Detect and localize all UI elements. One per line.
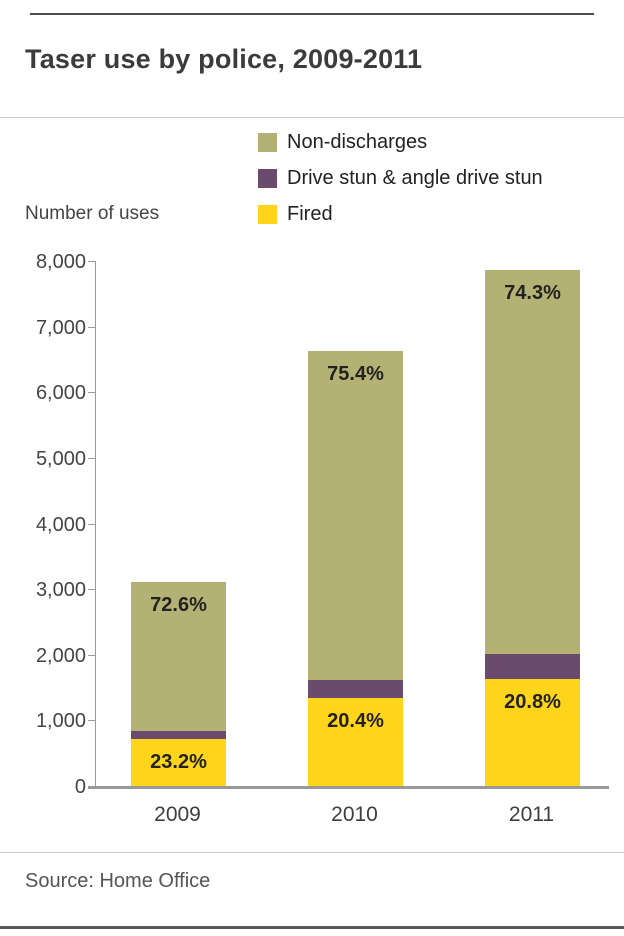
legend-item: Drive stun & angle drive stun — [258, 167, 543, 189]
bar-percent-label: 23.2% — [150, 751, 207, 774]
bar-percent-label: 72.6% — [150, 593, 207, 616]
legend-label: Fired — [287, 202, 333, 225]
divider — [0, 852, 624, 853]
chart-title: Taser use by police, 2009-2011 — [25, 44, 423, 74]
y-tick-label: 8,000 — [35, 251, 86, 273]
y-tick-label: 7,000 — [35, 316, 86, 339]
bar-segment-non-discharges — [131, 581, 226, 731]
y-tick-mark — [88, 326, 96, 328]
y-tick-mark — [88, 392, 96, 394]
y-axis-tick-labels: 0 1,000 2,000 3,000 4,000 5,000 6,000 7,000 8,00… — [0, 251, 86, 798]
y-tick-mark — [88, 589, 96, 591]
bar-segment-drive-stun-angle-drive-stun — [485, 654, 580, 680]
y-tick-label: 4,000 — [35, 513, 86, 536]
x-tick-label: 2009 — [154, 803, 201, 826]
top-rule — [30, 13, 594, 15]
bar-segment-drive-stun-angle-drive-stun — [131, 730, 226, 740]
bar-segment-non-discharges — [485, 270, 580, 655]
legend-swatch — [258, 132, 277, 152]
bar-segment-fired — [485, 679, 580, 787]
y-tick-label: 2,000 — [35, 644, 86, 667]
source-note: Source: Home Office — [25, 870, 211, 892]
y-axis-title: Number of uses — [25, 203, 160, 224]
y-tick-label: 1,000 — [35, 710, 86, 733]
plot-area: 23.2% 72.6% 20.4% 75.4% 20.8% 74.3% — [88, 261, 605, 787]
chart-legend: Non-discharges Drive stun & angle drive s… — [258, 131, 543, 239]
y-tick-label: 6,000 — [35, 382, 86, 405]
legend-label: Non-discharges — [287, 130, 428, 153]
bar-percent-label: 20.8% — [504, 691, 561, 714]
legend-swatch — [258, 204, 277, 224]
bar-percent-label: 75.4% — [327, 362, 384, 385]
y-tick-mark — [88, 523, 96, 525]
legend-item: Non-discharges — [258, 131, 543, 153]
y-tick-mark — [88, 720, 96, 722]
bar-segment-fired — [308, 697, 403, 787]
y-tick-mark — [88, 261, 96, 262]
bar-percent-label: 20.4% — [327, 709, 384, 732]
bar-percent-label: 74.3% — [504, 282, 561, 305]
legend-label: Drive stun & angle drive stun — [287, 166, 543, 189]
y-tick-label: 0 — [74, 776, 86, 798]
divider — [0, 117, 624, 118]
bottom-rule — [0, 926, 624, 929]
legend-swatch — [258, 168, 277, 188]
bar-segment-non-discharges — [308, 350, 403, 680]
y-tick-label: 3,000 — [35, 579, 86, 602]
legend-item: Fired — [258, 203, 543, 225]
bar-segment-fired — [131, 739, 226, 787]
x-tick-label: 2011 — [508, 803, 555, 826]
bar-segment-drive-stun-angle-drive-stun — [308, 679, 403, 698]
y-tick-label: 5,000 — [35, 447, 86, 470]
x-axis-line — [88, 786, 609, 789]
y-tick-mark — [88, 654, 96, 656]
x-tick-label: 2010 — [331, 803, 378, 826]
y-tick-mark — [88, 457, 96, 459]
x-axis-labels: 2009 2010 2011 — [0, 803, 624, 833]
